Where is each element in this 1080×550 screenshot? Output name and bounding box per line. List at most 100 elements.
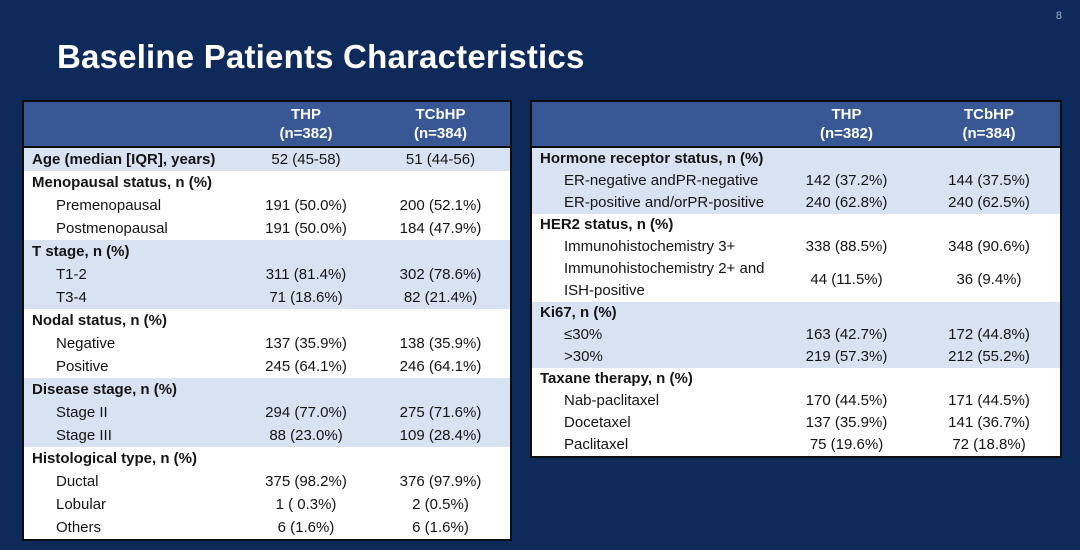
table-row: HER2 status, n (%) [531, 214, 1061, 236]
table-row: Stage II 294 (77.0%) 275 (71.6%) [23, 401, 511, 424]
table-row: Nab-paclitaxel 170 (44.5%) 171 (44.5%) [531, 390, 1061, 412]
tcbhp-value: 302 (78.6%) [371, 263, 511, 286]
tcbhp-value: 141 (36.7%) [918, 412, 1061, 434]
header-col-thp: THP (n=382) [241, 101, 371, 148]
table-row: Ductal 375 (98.2%) 376 (97.9%) [23, 470, 511, 493]
row-label: ER-negative andPR-negative [531, 170, 775, 192]
table-row: T3-4 71 (18.6%) 82 (21.4%) [23, 286, 511, 309]
thp-value [241, 171, 371, 194]
tcbhp-value: 82 (21.4%) [371, 286, 511, 309]
header-col-tcbhp: TCbHP (n=384) [371, 101, 511, 148]
thp-value [775, 302, 918, 324]
tcbhp-value [918, 368, 1061, 390]
table-row: T1-2 311 (81.4%) 302 (78.6%) [23, 263, 511, 286]
tcbhp-value: 184 (47.9%) [371, 217, 511, 240]
row-label: Ki67, n (%) [531, 302, 775, 324]
table-row: Paclitaxel 75 (19.6%) 72 (18.8%) [531, 434, 1061, 457]
row-label: Histological type, n (%) [23, 447, 241, 470]
row-label: T1-2 [23, 263, 241, 286]
table-row: T stage, n (%) [23, 240, 511, 263]
tcbhp-value [918, 302, 1061, 324]
thp-value: 163 (42.7%) [775, 324, 918, 346]
table-row: ≤30% 163 (42.7%) 172 (44.8%) [531, 324, 1061, 346]
thp-value: 170 (44.5%) [775, 390, 918, 412]
row-label: HER2 status, n (%) [531, 214, 775, 236]
thp-value: 245 (64.1%) [241, 355, 371, 378]
tcbhp-value [918, 214, 1061, 236]
row-label: Immunohistochemistry 2+ and ISH-positive [531, 258, 775, 302]
tcbhp-value: 109 (28.4%) [371, 424, 511, 447]
thp-value: 294 (77.0%) [241, 401, 371, 424]
row-label: Lobular [23, 493, 241, 516]
thp-value: 191 (50.0%) [241, 217, 371, 240]
tcbhp-value [918, 147, 1061, 170]
row-label: Menopausal status, n (%) [23, 171, 241, 194]
thp-value: 375 (98.2%) [241, 470, 371, 493]
thp-value: 1 ( 0.3%) [241, 493, 371, 516]
thp-value [241, 447, 371, 470]
tcbhp-value: 51 (44-56) [371, 147, 511, 171]
tcbhp-value: 6 (1.6%) [371, 516, 511, 540]
tcbhp-value [371, 447, 511, 470]
header-empty-cell [23, 101, 241, 148]
thp-value: 240 (62.8%) [775, 192, 918, 214]
tcbhp-value: 138 (35.9%) [371, 332, 511, 355]
row-label: Ductal [23, 470, 241, 493]
tcbhp-value: 212 (55.2%) [918, 346, 1061, 368]
table-row: Histological type, n (%) [23, 447, 511, 470]
table-row: ER-positive and/orPR-positive 240 (62.8%)… [531, 192, 1061, 214]
thp-value [241, 240, 371, 263]
thp-value: 137 (35.9%) [775, 412, 918, 434]
header-col-tcbhp-n: (n=384) [962, 125, 1016, 142]
table-row: Positive 245 (64.1%) 246 (64.1%) [23, 355, 511, 378]
row-label: Age (median [IQR], years) [23, 147, 241, 171]
row-label: Nodal status, n (%) [23, 309, 241, 332]
table-row: Docetaxel 137 (35.9%) 141 (36.7%) [531, 412, 1061, 434]
row-label: ER-positive and/orPR-positive [531, 192, 775, 214]
thp-value: 338 (88.5%) [775, 236, 918, 258]
thp-value: 71 (18.6%) [241, 286, 371, 309]
table-row: ER-negative andPR-negative 142 (37.2%) 144… [531, 170, 1061, 192]
header-col-tcbhp-n: (n=384) [414, 125, 467, 142]
baseline-characteristics-table-right: THP (n=382) TCbHP (n=384) Hormone recept… [530, 100, 1062, 458]
tcbhp-value: 200 (52.1%) [371, 194, 511, 217]
row-label: Stage II [23, 401, 241, 424]
row-label: Nab-paclitaxel [531, 390, 775, 412]
table-row: Menopausal status, n (%) [23, 171, 511, 194]
thp-value: 75 (19.6%) [775, 434, 918, 457]
thp-value [775, 214, 918, 236]
tcbhp-value: 246 (64.1%) [371, 355, 511, 378]
table-row: Others 6 (1.6%) 6 (1.6%) [23, 516, 511, 540]
table-row: Postmenopausal 191 (50.0%) 184 (47.9%) [23, 217, 511, 240]
tcbhp-value [371, 240, 511, 263]
header-col-thp-n: (n=382) [279, 125, 333, 142]
header-col-thp: THP (n=382) [775, 101, 918, 148]
thp-value [775, 368, 918, 390]
thp-value: 44 (11.5%) [775, 258, 918, 302]
table-row: >30% 219 (57.3%) 212 (55.2%) [531, 346, 1061, 368]
header-col-thp-name: THP [291, 106, 321, 123]
thp-value [241, 309, 371, 332]
table-row: Nodal status, n (%) [23, 309, 511, 332]
thp-value: 137 (35.9%) [241, 332, 371, 355]
table-row: Age (median [IQR], years) 52 (45-58) 51 (4… [23, 147, 511, 171]
tcbhp-value [371, 309, 511, 332]
baseline-characteristics-table-left: THP (n=382) TCbHP (n=384) Age (median [I… [22, 100, 512, 541]
row-label: Disease stage, n (%) [23, 378, 241, 401]
table-header-row: THP (n=382) TCbHP (n=384) [23, 101, 511, 148]
tcbhp-value: 240 (62.5%) [918, 192, 1061, 214]
tcbhp-value [371, 171, 511, 194]
page-number: 8 [1055, 10, 1062, 22]
table-header-row: THP (n=382) TCbHP (n=384) [531, 101, 1061, 148]
row-label: Hormone receptor status, n (%) [531, 147, 775, 170]
row-label: Docetaxel [531, 412, 775, 434]
row-label: T stage, n (%) [23, 240, 241, 263]
table-row: Stage III 88 (23.0%) 109 (28.4%) [23, 424, 511, 447]
table-row: Disease stage, n (%) [23, 378, 511, 401]
row-label: Taxane therapy, n (%) [531, 368, 775, 390]
header-col-tcbhp-name: TCbHP [964, 106, 1014, 123]
page-title: Baseline Patients Characteristics [57, 38, 585, 75]
table-row: Taxane therapy, n (%) [531, 368, 1061, 390]
tcbhp-value: 172 (44.8%) [918, 324, 1061, 346]
